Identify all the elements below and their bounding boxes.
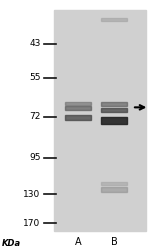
Text: 95: 95 <box>29 153 40 162</box>
Text: A: A <box>75 237 81 247</box>
Text: 72: 72 <box>29 112 40 121</box>
Text: 130: 130 <box>23 190 40 199</box>
Bar <box>101 182 127 185</box>
Bar <box>65 102 91 105</box>
Bar <box>101 117 127 124</box>
Bar <box>101 102 127 106</box>
Text: 43: 43 <box>29 39 40 48</box>
Bar <box>65 115 91 121</box>
Bar <box>101 187 127 192</box>
Text: KDa: KDa <box>2 239 21 248</box>
Bar <box>54 10 146 231</box>
Text: 55: 55 <box>29 73 40 82</box>
Text: B: B <box>111 237 117 247</box>
Bar <box>101 108 127 112</box>
Text: 170: 170 <box>23 219 40 228</box>
Bar <box>65 106 91 110</box>
Bar <box>101 18 127 21</box>
